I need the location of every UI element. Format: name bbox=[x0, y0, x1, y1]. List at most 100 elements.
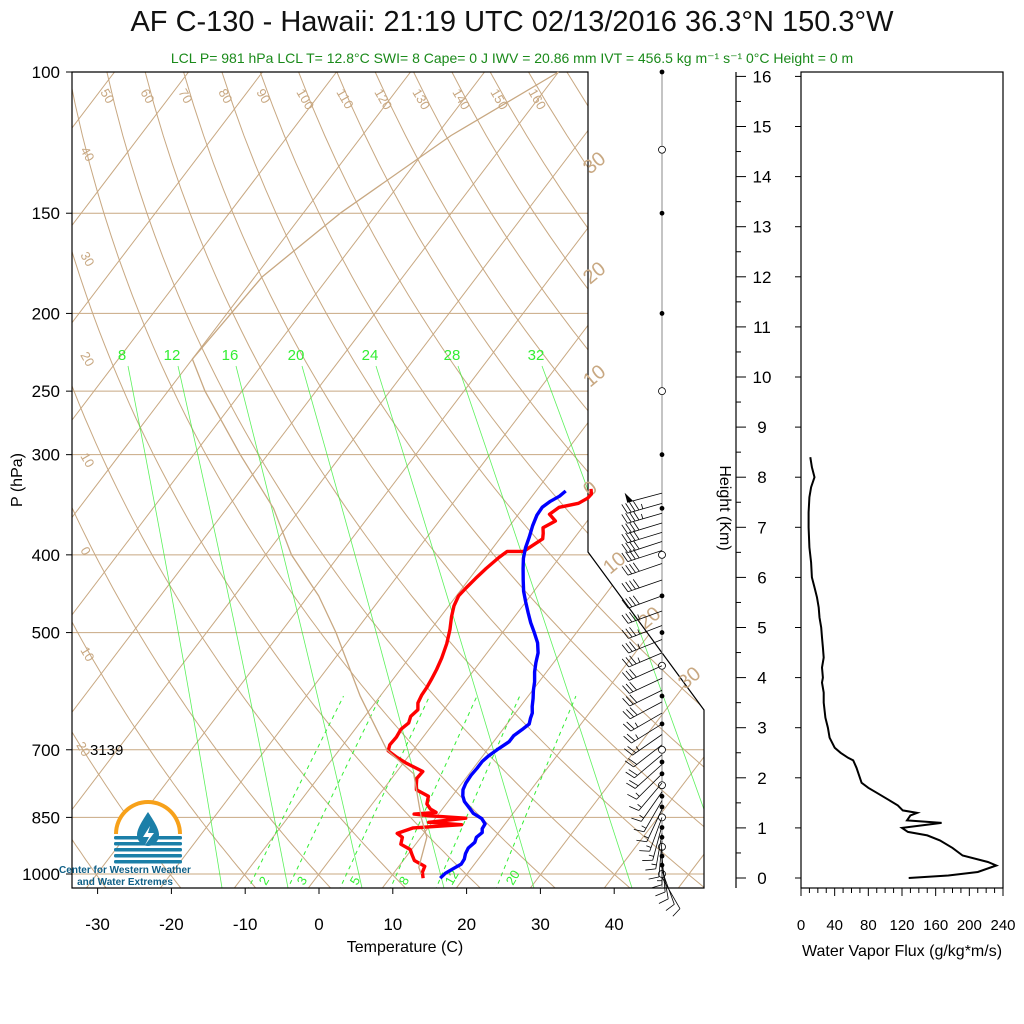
wind-barb-feather bbox=[658, 898, 669, 904]
height-tick-label: 1 bbox=[757, 819, 766, 838]
wind-barb-feather bbox=[655, 891, 666, 897]
wind-barb-feather bbox=[621, 514, 628, 524]
wind-barb-feather bbox=[629, 563, 636, 573]
dry-adiabat-line bbox=[374, 72, 704, 888]
temperature-tick-label: 0 bbox=[314, 915, 323, 934]
isotherm-line bbox=[72, 72, 189, 888]
isotherm-line bbox=[72, 72, 559, 888]
wind-barb-feather bbox=[629, 668, 637, 678]
wind-barb bbox=[655, 856, 666, 897]
dry-adiabat-label: 60 bbox=[137, 86, 157, 106]
isotherm-line bbox=[453, 72, 704, 888]
wind-barb-feather bbox=[625, 523, 632, 533]
dry-adiabat-line bbox=[72, 72, 334, 888]
wind-barb-staff bbox=[641, 791, 663, 822]
moist-adiabat-line bbox=[127, 365, 223, 888]
temperature-axis-label: Temperature (C) bbox=[347, 939, 463, 956]
height-marker bbox=[659, 630, 665, 635]
mixing-ratio-line bbox=[434, 695, 521, 888]
wind-barb-staff bbox=[629, 689, 663, 707]
height-marker bbox=[659, 759, 665, 765]
wind-barb-feather bbox=[624, 760, 634, 768]
temperature-tick-label: -30 bbox=[85, 915, 110, 934]
logo-wave-band bbox=[114, 854, 182, 858]
height-marker bbox=[658, 145, 666, 154]
wind-barb bbox=[639, 817, 663, 852]
skewt-frame bbox=[71, 71, 705, 889]
height-tick-label: 3 bbox=[757, 719, 766, 738]
isotherm-label: 10 bbox=[579, 361, 610, 392]
height-tick-label: 7 bbox=[757, 518, 766, 537]
wind-barb-feather bbox=[632, 500, 640, 511]
wind-barb-feather bbox=[623, 735, 632, 744]
mixing-ratio-line bbox=[286, 695, 382, 888]
wind-barb bbox=[621, 625, 663, 639]
height-tick-label: 8 bbox=[757, 468, 766, 487]
wind-barb-feather bbox=[632, 579, 640, 589]
wind-barb bbox=[625, 754, 663, 779]
isotherm-line bbox=[157, 72, 704, 888]
wind-barb bbox=[624, 744, 663, 768]
wind-barb bbox=[622, 665, 663, 681]
pressure-tick-label: 100 bbox=[32, 63, 60, 82]
wind-barb-feather bbox=[625, 613, 633, 623]
wind-barb-feather bbox=[665, 904, 675, 911]
height-tick-label: 0 bbox=[757, 869, 766, 888]
wind-barb-feather bbox=[621, 658, 630, 668]
wind-barb-feather bbox=[632, 562, 640, 572]
wind-barb-feather bbox=[633, 828, 645, 833]
wind-barb-staff bbox=[628, 625, 663, 639]
height-tick-label: 5 bbox=[757, 619, 766, 638]
height-marker bbox=[659, 69, 665, 75]
wind-barb-feather bbox=[625, 643, 633, 652]
dry-adiabat-label: 10 bbox=[77, 450, 97, 470]
wind-barb-flag bbox=[624, 492, 634, 503]
wind-barb bbox=[623, 723, 663, 744]
dry-adiabat-line bbox=[298, 72, 704, 888]
temperature-tick-label: 20 bbox=[457, 915, 476, 934]
isotherm-line bbox=[305, 72, 704, 888]
isotherm-label: 30 bbox=[674, 663, 705, 694]
wind-barb-feather bbox=[625, 771, 635, 779]
wind-barb-feather bbox=[629, 681, 637, 691]
dry-adiabat-line bbox=[259, 72, 704, 888]
temperature-tick-label: 30 bbox=[531, 915, 550, 934]
water-vapor-flux-line bbox=[807, 457, 1000, 879]
wind-barb bbox=[624, 492, 663, 503]
temperature-profile-line bbox=[386, 488, 594, 879]
wind-barb bbox=[621, 579, 663, 593]
wind-barb-feather bbox=[632, 540, 640, 550]
temperature-tick-label: -10 bbox=[233, 915, 258, 934]
dry-adiabat-label: 100 bbox=[293, 86, 317, 112]
wind-barb-staff bbox=[628, 610, 663, 624]
logo-caption-line2: and Water Extremes bbox=[77, 877, 173, 888]
mixing-ratio-top-label: 20 bbox=[288, 347, 305, 364]
wind-barb-feather bbox=[625, 657, 633, 666]
wind-barb-staff bbox=[627, 579, 663, 593]
height-marker bbox=[659, 793, 665, 799]
moist-adiabat-line bbox=[177, 365, 289, 888]
wind-barb-half-feather bbox=[648, 854, 654, 857]
height-marker bbox=[658, 387, 666, 396]
wind-barb-feather bbox=[625, 542, 632, 552]
wind-barb bbox=[626, 764, 663, 789]
dry-adiabat-line bbox=[183, 72, 704, 888]
wind-barb-staff bbox=[627, 563, 663, 576]
wind-barb-feather bbox=[632, 510, 640, 521]
height-tick-label: 16 bbox=[753, 67, 772, 86]
wind-barb-feather bbox=[625, 581, 633, 591]
water-drop-icon bbox=[137, 812, 159, 846]
pressure-tick-label: 700 bbox=[32, 741, 60, 760]
wind-barb-feather bbox=[626, 709, 635, 718]
dry-adiabat-line bbox=[566, 72, 704, 888]
wind-barb-feather bbox=[625, 598, 633, 608]
wind-barb-half-feather bbox=[651, 863, 657, 866]
height-marker bbox=[658, 550, 666, 559]
flux-tick-label: 120 bbox=[889, 917, 914, 934]
wind-barb bbox=[648, 841, 663, 880]
wind-barb bbox=[621, 652, 663, 668]
isotherm-label: 30 bbox=[579, 148, 610, 179]
wind-barb-feather bbox=[625, 551, 632, 561]
dry-adiabat-label: 70 bbox=[175, 86, 195, 106]
dry-adiabat-line bbox=[336, 72, 704, 888]
